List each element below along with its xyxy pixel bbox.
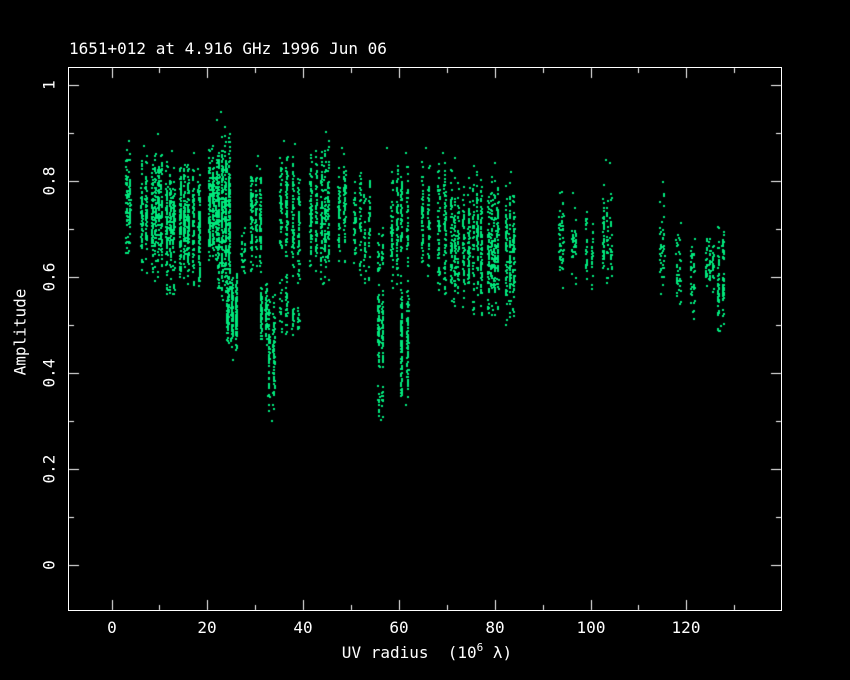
y-tick-label: 0.2 bbox=[39, 454, 59, 484]
x-tick-label: 60 bbox=[389, 618, 409, 637]
x-axis-title-superscript: 6 bbox=[476, 641, 484, 654]
x-tick-label: 120 bbox=[671, 618, 701, 637]
y-tick-label: 0.4 bbox=[39, 358, 59, 388]
x-axis-title: UV radius (106 λ) bbox=[341, 641, 513, 662]
y-tick-label: 0.8 bbox=[39, 166, 59, 196]
y-tick-label: 0 bbox=[39, 560, 59, 570]
y-tick-label: 0.6 bbox=[39, 262, 59, 292]
x-tick-label: 40 bbox=[293, 618, 313, 637]
x-axis-title-base: UV radius (10 bbox=[341, 643, 477, 662]
x-tick-label: 100 bbox=[576, 618, 606, 637]
x-axis-title-lambda: λ) bbox=[483, 643, 513, 662]
plot-frame bbox=[68, 67, 782, 611]
x-tick-label: 0 bbox=[107, 618, 117, 637]
x-tick-label: 80 bbox=[485, 618, 505, 637]
x-tick-label: 20 bbox=[197, 618, 217, 637]
y-axis-title: Amplitude bbox=[10, 288, 30, 376]
y-tick-label: 1 bbox=[39, 80, 59, 90]
plot-title: 1651+012 at 4.916 GHz 1996 Jun 06 bbox=[69, 39, 387, 58]
